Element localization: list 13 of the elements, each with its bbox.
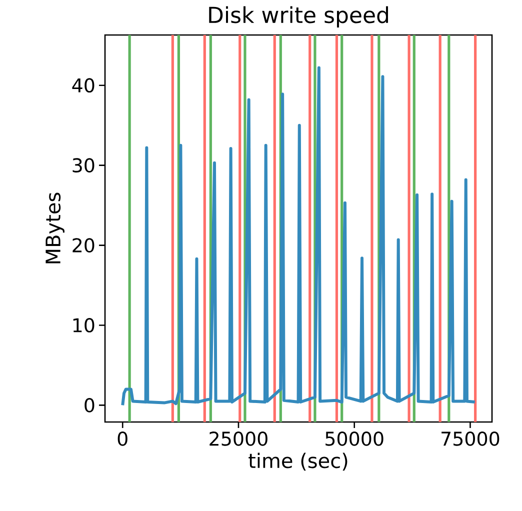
x-axis-title: time (sec) [248,452,348,471]
y-axis-title: MBytes [46,192,64,264]
x-tick-label: 25000 [210,432,268,446]
y-tick-label: 10 [73,318,94,332]
x-tick-label: 50000 [326,432,384,446]
line-series [121,66,476,407]
y-tick-label: 20 [72,238,94,252]
chart-title: Disk write speed [209,6,388,28]
y-tick-label: 0 [84,398,94,412]
y-tick-label: 40 [72,78,94,93]
y-tick-label: 30 [72,158,94,173]
x-tick-label: 75000 [442,432,500,446]
x-tick-label: 0 [118,432,128,446]
